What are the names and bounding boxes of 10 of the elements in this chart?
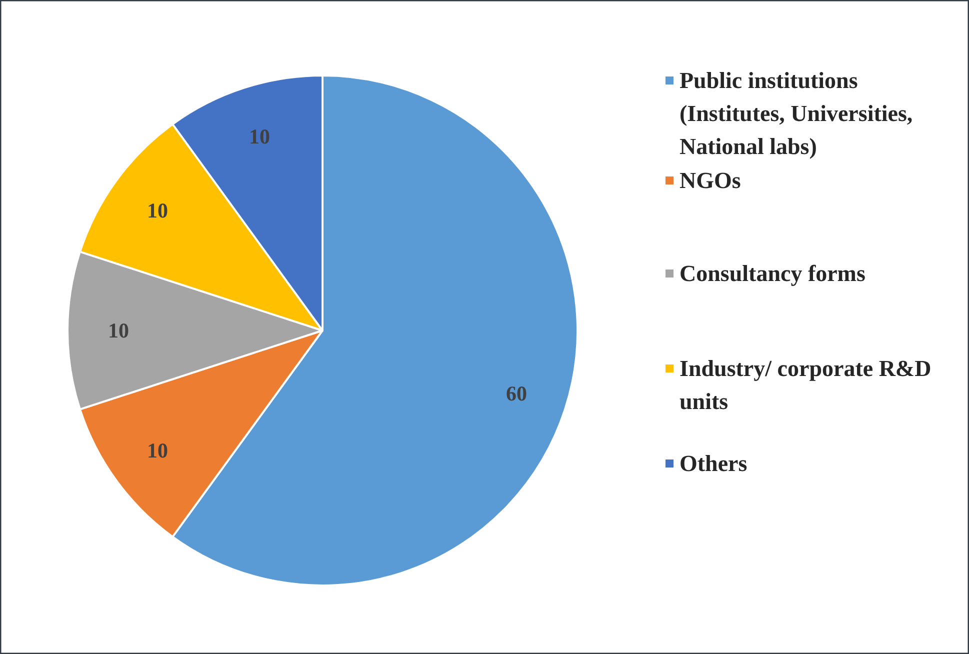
legend-label: NGOs — [680, 168, 741, 193]
legend-label: Consultancy forms — [680, 261, 866, 286]
legend-label: Industry/ corporate R&D units — [680, 356, 932, 414]
legend-label: Public institutions (Institutes, Universities, National labs) — [680, 68, 913, 159]
data-label: 60 — [506, 382, 528, 406]
legend-label: Others — [680, 451, 748, 476]
data-label: 10 — [146, 198, 168, 223]
data-label: 10 — [146, 438, 168, 462]
data-label: 10 — [108, 318, 129, 342]
data-label: 10 — [248, 124, 270, 148]
